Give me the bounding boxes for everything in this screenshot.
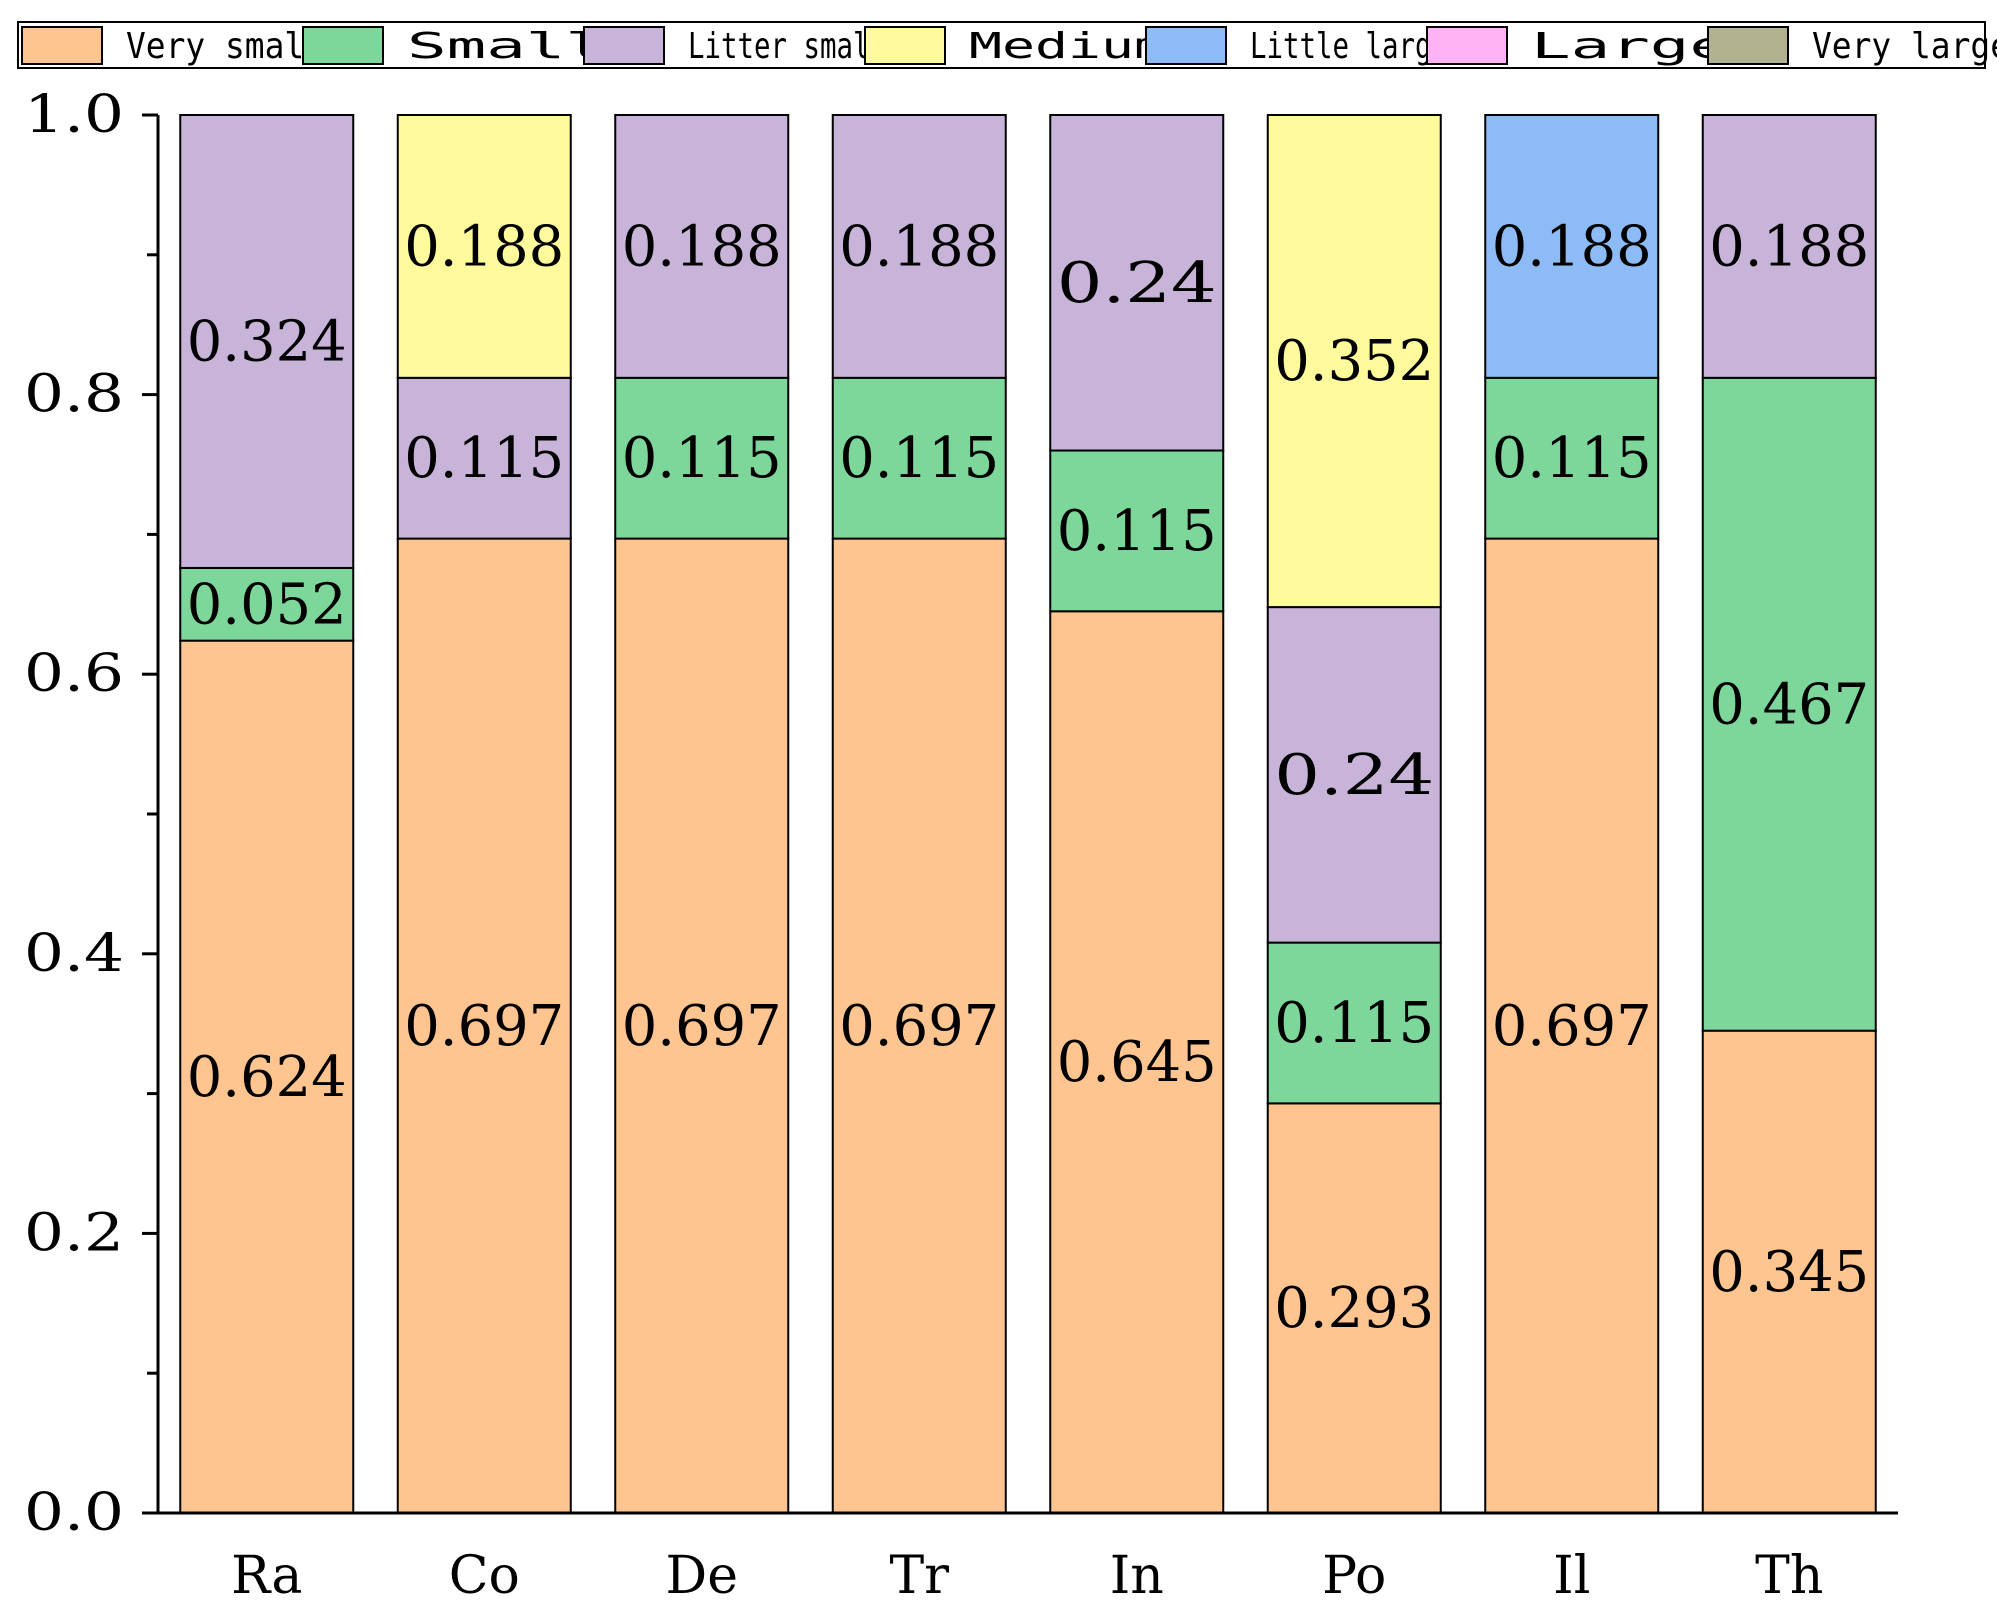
x-tick-label-co: Co bbox=[449, 1546, 520, 1606]
data-label-ra-small: 0.052 bbox=[187, 572, 347, 637]
bar-in-litter-small bbox=[1049, 114, 1225, 452]
data-label-in-litter-small: 0.24 bbox=[1057, 251, 1217, 316]
legend-item-very-large: Very large bbox=[1707, 26, 1997, 67]
legend-label-very-large: Very large bbox=[1812, 26, 1997, 67]
bar-il-very-small bbox=[1484, 537, 1660, 1514]
legend-item-small: Small bbox=[302, 26, 605, 67]
legend-swatch-litter-small bbox=[583, 26, 665, 65]
bar-po-medium bbox=[1266, 114, 1442, 609]
legend-swatch-little-large bbox=[1145, 26, 1227, 65]
x-tick-label-th: Th bbox=[1755, 1546, 1823, 1606]
x-tick-label-in: In bbox=[1110, 1546, 1164, 1606]
x-tick-label-il: Il bbox=[1553, 1546, 1590, 1606]
data-label-de-very-small: 0.697 bbox=[622, 994, 782, 1059]
axes: 0.0 0.2 0.4 0.6 0.8 1.0 bbox=[24, 85, 1898, 1543]
bar-group-il: 0.697 0.115 0.188 Il bbox=[1484, 114, 1660, 1606]
data-label-po-very-small: 0.293 bbox=[1274, 1276, 1434, 1341]
data-label-de-litter-small: 0.188 bbox=[622, 214, 782, 279]
x-tick-label-tr: Tr bbox=[889, 1546, 949, 1606]
x-tick-label-po: Po bbox=[1322, 1546, 1386, 1606]
data-label-th-very-small: 0.345 bbox=[1709, 1240, 1869, 1305]
legend-item-medium: Medium bbox=[864, 26, 1167, 67]
bar-in-small bbox=[1049, 449, 1225, 613]
legend-item-litter-small: Litter small bbox=[583, 26, 886, 67]
bars: 0.6240.0520.324Ra0.6970.1150.188Co0.6970… bbox=[179, 114, 1877, 1606]
legend-label-large: Large bbox=[1531, 26, 1729, 67]
bar-th-small bbox=[1701, 376, 1877, 1032]
y-tick-label-0-4: 0.4 bbox=[24, 924, 124, 984]
data-label-co-medium: 0.188 bbox=[404, 214, 564, 279]
legend-swatch-very-small bbox=[21, 26, 103, 65]
bar-group-ra: 0.624 0.052 0.324 Ra bbox=[179, 114, 355, 1606]
legend-item-very-small: Very small bbox=[21, 26, 324, 67]
y-tick-label-0-8: 0.8 bbox=[24, 365, 124, 425]
data-label-tr-very-small: 0.697 bbox=[839, 994, 999, 1059]
legend-label-very-small: Very small bbox=[126, 26, 324, 67]
bar-de-small bbox=[614, 376, 790, 540]
bar-de-very-small bbox=[614, 537, 790, 1514]
legend-item-large: Large bbox=[1426, 26, 1729, 67]
data-label-po-medium: 0.352 bbox=[1274, 329, 1434, 394]
bar-group-in: 0.645 0.115 0.24 In bbox=[1049, 114, 1225, 1606]
data-label-ra-litter-small: 0.324 bbox=[187, 309, 347, 374]
data-label-co-very-small: 0.697 bbox=[404, 994, 564, 1059]
y-tick-label-1-0: 1.0 bbox=[24, 85, 124, 145]
data-label-in-very-small: 0.645 bbox=[1057, 1030, 1217, 1095]
y-tick-label-0-0: 0.0 bbox=[24, 1483, 124, 1543]
bar-group-tr: 0.697 0.115 0.188 Tr bbox=[831, 114, 1007, 1606]
x-tick-label-ra: Ra bbox=[231, 1546, 302, 1606]
bar-ra-very-small bbox=[179, 639, 355, 1514]
bar-group-po: 0.293 0.115 0.24 0.352 Po bbox=[1266, 114, 1442, 1606]
bar-po-small bbox=[1266, 941, 1442, 1105]
bar-po-very-small bbox=[1266, 1102, 1442, 1514]
data-label-il-small: 0.115 bbox=[1492, 426, 1652, 491]
bar-group-th: 0.345 0.467 0.188 Th bbox=[1701, 114, 1877, 1606]
legend-label-little-large: Little large bbox=[1250, 26, 1448, 67]
x-tick-label-de: De bbox=[666, 1546, 738, 1606]
bar-tr-small bbox=[831, 376, 1007, 540]
data-label-il-little-large: 0.188 bbox=[1492, 214, 1652, 279]
data-label-th-litter-small: 0.188 bbox=[1709, 214, 1869, 279]
legend-label-small: Small bbox=[407, 26, 605, 67]
data-label-tr-small: 0.115 bbox=[839, 426, 999, 491]
bar-ra-litter-small bbox=[179, 114, 355, 569]
bar-po-litter-small bbox=[1266, 606, 1442, 944]
data-label-co-litter-small: 0.115 bbox=[404, 426, 564, 491]
bar-tr-litter-small bbox=[831, 114, 1007, 379]
legend-item-little-large: Little large bbox=[1145, 26, 1448, 67]
bar-th-very-small bbox=[1701, 1029, 1877, 1514]
bar-de-litter-small bbox=[614, 114, 790, 379]
bar-group-co: 0.697 0.115 0.188 Co bbox=[396, 114, 572, 1606]
data-label-po-small: 0.115 bbox=[1274, 991, 1434, 1056]
legend-swatch-very-large bbox=[1707, 26, 1789, 65]
y-tick-label-0-2: 0.2 bbox=[24, 1203, 124, 1263]
bar-co-litter-small bbox=[396, 376, 572, 540]
bar-co-very-small bbox=[396, 537, 572, 1514]
data-label-ra-very-small: 0.624 bbox=[187, 1045, 347, 1110]
data-label-il-very-small: 0.697 bbox=[1492, 994, 1652, 1059]
bar-il-little-large bbox=[1484, 114, 1660, 379]
legend-swatch-small bbox=[302, 26, 384, 65]
legend-label-medium: Medium bbox=[969, 26, 1167, 67]
bar-group-de: 0.697 0.115 0.188 De bbox=[614, 114, 790, 1606]
legend-swatch-medium bbox=[864, 26, 946, 65]
bar-th-litter-small bbox=[1701, 114, 1877, 379]
data-label-tr-litter-small: 0.188 bbox=[839, 214, 999, 279]
data-label-in-small: 0.115 bbox=[1057, 499, 1217, 564]
bar-tr-very-small bbox=[831, 537, 1007, 1514]
legend-swatch-large bbox=[1426, 26, 1508, 65]
data-label-de-small: 0.115 bbox=[622, 426, 782, 491]
data-label-po-litter-small: 0.24 bbox=[1274, 743, 1434, 808]
y-tick-label-0-6: 0.6 bbox=[24, 644, 124, 704]
data-label-th-small: 0.467 bbox=[1709, 672, 1869, 737]
bar-co-medium bbox=[396, 114, 572, 379]
legend: Very small Small Litter small Medium Little … bbox=[17, 21, 1997, 69]
legend-label-litter-small: Litter small bbox=[688, 26, 886, 67]
